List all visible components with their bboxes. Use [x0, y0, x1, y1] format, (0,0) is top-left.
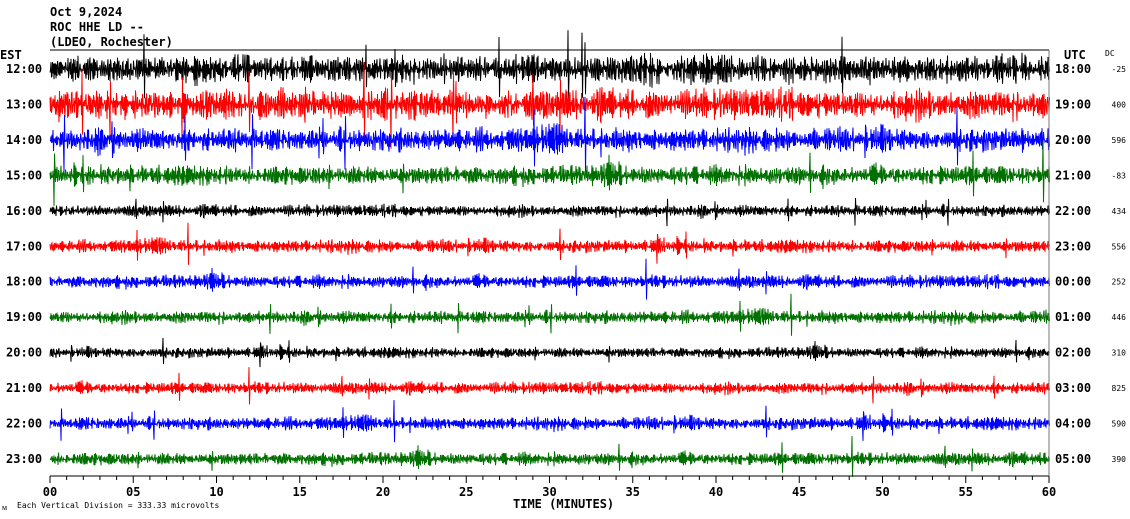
x-tick-label: 05	[126, 485, 140, 499]
est-tick-label: 14:00	[6, 133, 42, 147]
network-label: (LDEO, Rochester)	[50, 35, 173, 49]
trace-1200	[49, 30, 1050, 101]
dc-value: 310	[1112, 349, 1127, 358]
est-tick-label: 21:00	[6, 381, 42, 395]
trace-1900	[49, 293, 1050, 336]
dc-value: 400	[1112, 101, 1127, 110]
trace-1500	[49, 140, 1050, 206]
utc-tick-label: 18:00	[1055, 62, 1091, 76]
x-tick-label: 10	[209, 485, 223, 499]
x-tick-label: 35	[626, 485, 640, 499]
x-tick-label: 60	[1042, 485, 1056, 499]
row-labels: 12:00 18:00 -25 13:00 19:00 400 14:00 20:00 596 1…	[6, 62, 1126, 466]
utc-tick-label: 04:00	[1055, 417, 1091, 431]
utc-tick-label: 01:00	[1055, 310, 1091, 324]
scale-note: Each Vertical Division = 333.33 microvol…	[17, 501, 219, 510]
dc-value: -83	[1112, 171, 1127, 180]
est-tick-label: 19:00	[6, 310, 42, 324]
est-tick-label: 17:00	[6, 239, 42, 253]
x-axis-label: TIME (MINUTES)	[513, 497, 614, 511]
x-ticks: 00 05 10 15 20 25 30 35 40 45 50 55 60	[43, 476, 1056, 499]
x-tick-label: 55	[959, 485, 973, 499]
trace-1600	[49, 197, 1050, 227]
utc-tick-label: 19:00	[1055, 98, 1091, 112]
x-tick-label: 00	[43, 485, 57, 499]
utc-tick-label: 03:00	[1055, 381, 1091, 395]
est-tick-label: 23:00	[6, 452, 42, 466]
utc-label: UTC	[1064, 48, 1086, 62]
trace-1700	[49, 222, 1050, 265]
trace-2200	[49, 400, 1050, 443]
dc-value: 825	[1112, 384, 1127, 393]
est-tick-label: 22:00	[6, 417, 42, 431]
dc-value: 252	[1112, 278, 1127, 287]
utc-tick-label: 21:00	[1055, 168, 1091, 182]
utc-tick-label: 00:00	[1055, 275, 1091, 289]
x-tick-label: 50	[875, 485, 889, 499]
trace-1300	[49, 61, 1050, 149]
est-tick-label: 12:00	[6, 62, 42, 76]
station-label: ROC HHE LD --	[50, 20, 144, 34]
logo-mark: ᴍ	[2, 503, 7, 512]
traces	[49, 30, 1050, 477]
date-label: Oct 9,2024	[50, 5, 122, 19]
est-tick-label: 16:00	[6, 204, 42, 218]
x-tick-label: 45	[792, 485, 806, 499]
trace-2100	[49, 367, 1050, 405]
trace-2300	[49, 436, 1050, 477]
est-tick-label: 13:00	[6, 98, 42, 112]
est-label: EST	[0, 48, 22, 62]
x-tick-label: 40	[709, 485, 723, 499]
utc-tick-label: 20:00	[1055, 133, 1091, 147]
x-tick-label: 15	[293, 485, 307, 499]
utc-tick-label: 05:00	[1055, 452, 1091, 466]
trace-1400	[49, 96, 1050, 175]
x-tick-label: 20	[376, 485, 390, 499]
trace-1800	[49, 258, 1050, 300]
dc-value: 596	[1112, 136, 1127, 145]
dc-value: -25	[1112, 65, 1127, 74]
dc-label: DC	[1105, 49, 1115, 58]
dc-value: 446	[1112, 313, 1127, 322]
est-tick-label: 15:00	[6, 168, 42, 182]
utc-tick-label: 23:00	[1055, 239, 1091, 253]
utc-tick-label: 02:00	[1055, 346, 1091, 360]
dc-value: 434	[1112, 207, 1127, 216]
dc-value: 556	[1112, 242, 1127, 251]
x-tick-label: 30	[542, 485, 556, 499]
x-tick-label: 25	[459, 485, 473, 499]
dc-value: 390	[1112, 455, 1127, 464]
dc-value: 590	[1112, 420, 1127, 429]
trace-2000	[49, 337, 1050, 368]
est-tick-label: 18:00	[6, 275, 42, 289]
est-tick-label: 20:00	[6, 346, 42, 360]
utc-tick-label: 22:00	[1055, 204, 1091, 218]
